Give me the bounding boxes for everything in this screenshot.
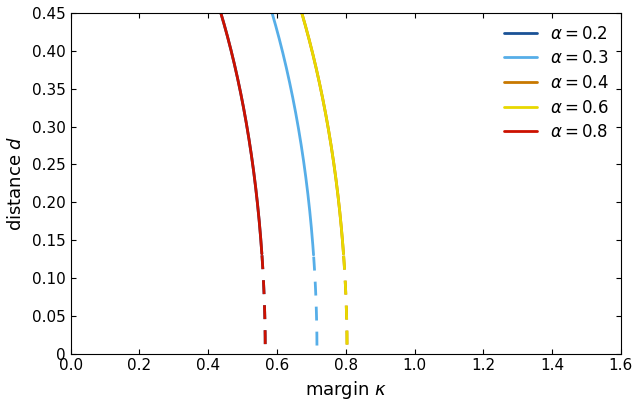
$\alpha = 0.2$ [214, 0, 221, 5]
$\alpha = 0.4$ [340, 251, 348, 256]
Line: $\alpha = 0.8$: $\alpha = 0.8$ [70, 0, 262, 254]
X-axis label: margin $\kappa$: margin $\kappa$ [305, 379, 387, 401]
$\alpha = 0.4$ [300, 16, 307, 20]
$\alpha = 0.4$ [298, 10, 305, 15]
Line: $\alpha = 0.4$: $\alpha = 0.4$ [70, 0, 344, 254]
$\alpha = 0.4$ [335, 197, 342, 202]
$\alpha = 0.8$ [258, 251, 266, 256]
Line: $\alpha = 0.3$: $\alpha = 0.3$ [70, 0, 314, 255]
$\alpha = 0.8$ [243, 125, 251, 130]
Line: $\alpha = 0.6$: $\alpha = 0.6$ [70, 0, 344, 254]
$\alpha = 0.6$ [300, 16, 307, 20]
$\alpha = 0.2$ [258, 251, 266, 256]
$\alpha = 0.2$ [243, 125, 251, 130]
$\alpha = 0.3$ [296, 131, 303, 135]
$\alpha = 0.6$ [340, 251, 348, 256]
$\alpha = 0.8$ [214, 0, 221, 5]
Y-axis label: distance $d$: distance $d$ [7, 135, 25, 231]
Line: $\alpha = 0.2$: $\alpha = 0.2$ [70, 0, 262, 254]
$\alpha = 0.3$ [310, 253, 317, 257]
$\alpha = 0.6$ [298, 10, 305, 15]
Legend: $\alpha = 0.2$, $\alpha = 0.3$, $\alpha = 0.4$, $\alpha = 0.6$, $\alpha = 0.8$: $\alpha = 0.2$, $\alpha = 0.3$, $\alpha … [497, 18, 616, 148]
$\alpha = 0.6$ [335, 197, 342, 202]
